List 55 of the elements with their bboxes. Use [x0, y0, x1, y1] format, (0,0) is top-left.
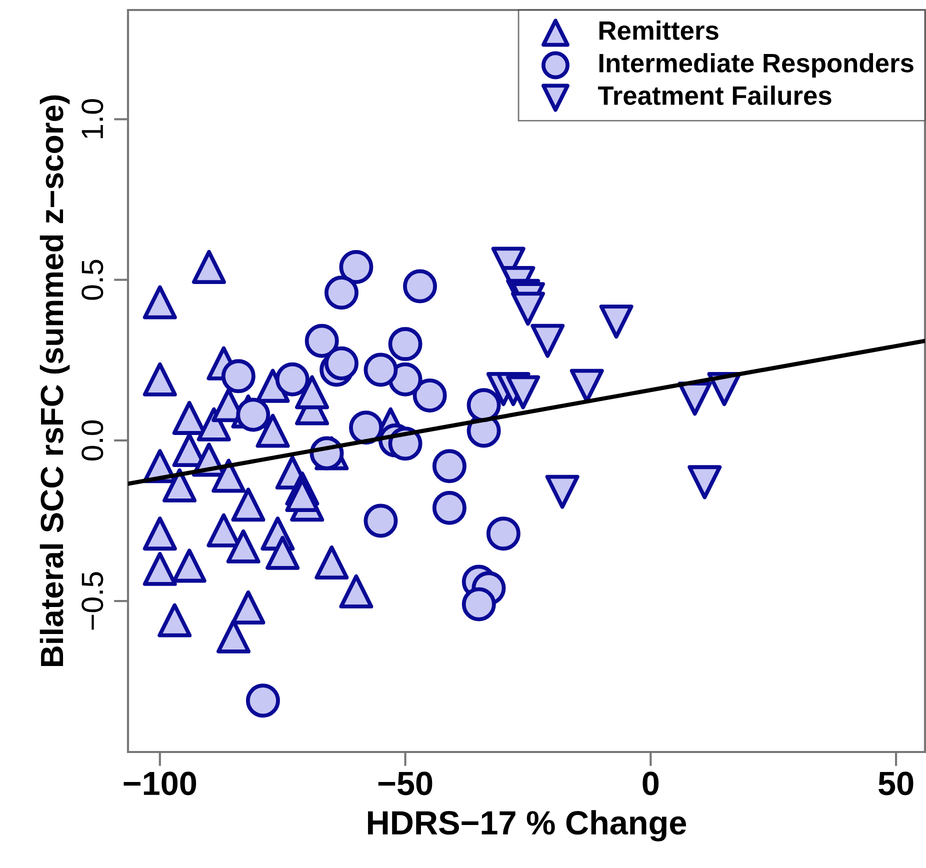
- x-tick-label: 50: [878, 772, 914, 796]
- point: [142, 285, 177, 320]
- point: [295, 375, 330, 410]
- point: [226, 529, 260, 564]
- point: [599, 304, 634, 339]
- point: [324, 346, 358, 380]
- x-axis-title: HDRS−17 % Change: [368, 810, 686, 842]
- point: [403, 269, 438, 304]
- point: [412, 378, 447, 412]
- y-axis-title: Bilateral SCC rsFC (summed z−score): [40, 95, 70, 666]
- point: [506, 375, 540, 410]
- point: [256, 414, 290, 448]
- legend-label: Treatment Failures: [598, 86, 832, 105]
- point: [364, 352, 398, 387]
- y-tick-label: 0.5: [82, 260, 104, 300]
- y-tick-label: −0.5: [82, 572, 104, 630]
- x-tick-label: 0: [642, 772, 659, 796]
- point: [158, 603, 192, 638]
- point: [142, 516, 177, 551]
- point: [339, 574, 374, 608]
- point: [266, 536, 300, 570]
- point: [142, 362, 177, 396]
- point: [349, 410, 384, 445]
- point: [212, 458, 246, 493]
- point: [231, 488, 266, 522]
- point: [192, 250, 226, 284]
- point: [388, 327, 422, 362]
- point: [364, 504, 398, 538]
- point: [339, 250, 374, 284]
- point: [688, 465, 722, 500]
- point: [162, 468, 197, 502]
- point: [324, 276, 358, 310]
- x-tick-label: −100: [124, 772, 196, 796]
- point: [172, 548, 206, 583]
- point: [221, 359, 256, 394]
- y-tick-label: 0.0: [82, 420, 104, 460]
- point: [432, 490, 466, 525]
- x-tick-label: −50: [378, 772, 432, 796]
- point: [246, 684, 280, 718]
- point: [486, 516, 520, 551]
- legend-label: Intermediate Responders: [599, 53, 914, 78]
- point: [275, 362, 310, 396]
- point: [466, 388, 501, 422]
- point: [142, 552, 177, 586]
- point: [231, 590, 266, 624]
- y-tick-label: 1.0: [82, 99, 104, 138]
- point: [530, 324, 565, 358]
- point: [285, 478, 320, 512]
- point: [432, 449, 466, 484]
- point: [462, 587, 496, 622]
- point: [545, 474, 580, 509]
- legend-label: Remitters: [599, 20, 718, 40]
- point: [216, 619, 251, 654]
- point: [304, 324, 339, 358]
- point: [314, 545, 349, 580]
